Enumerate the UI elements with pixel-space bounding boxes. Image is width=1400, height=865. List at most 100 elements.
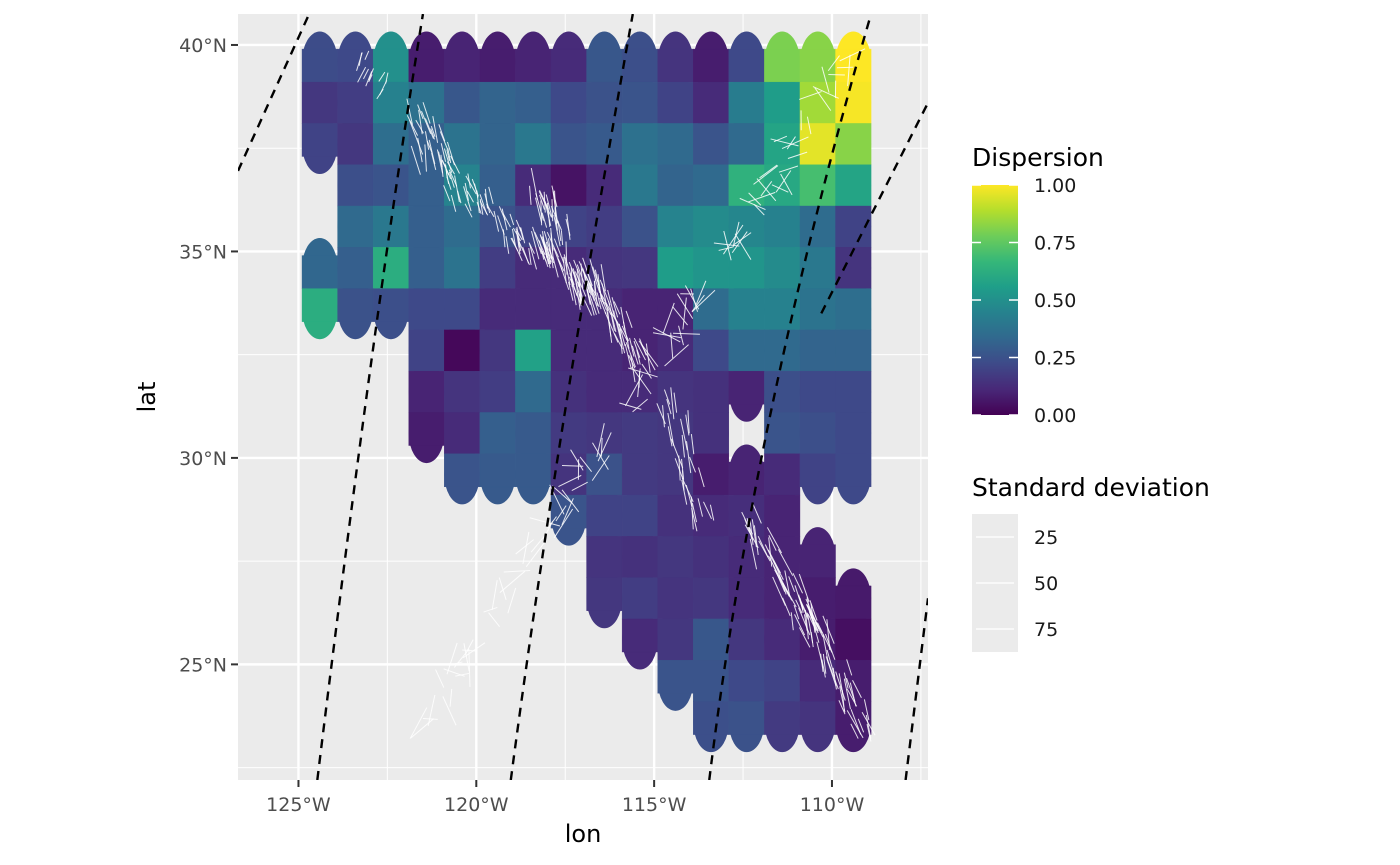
stress-segment — [512, 227, 522, 242]
stress-segment — [641, 363, 652, 379]
dispersion-cell-body — [550, 412, 587, 454]
dispersion-cell-body — [693, 247, 730, 289]
stress-segment — [488, 612, 500, 627]
stress-segment — [561, 465, 584, 467]
stress-segment — [507, 587, 517, 614]
dispersion-cell-body — [621, 453, 658, 496]
stress-segment — [560, 230, 564, 246]
dispersion-cell-body — [479, 123, 516, 165]
stress-segment — [816, 641, 824, 668]
stress-segment — [424, 118, 434, 139]
dispersion-cell-body — [337, 81, 374, 124]
dispersion-cell-body — [657, 247, 694, 289]
dispersion-cell-body — [408, 329, 445, 372]
stress-segment — [778, 165, 799, 173]
stress-segment — [431, 152, 437, 170]
stress-segment — [709, 504, 715, 521]
dispersion-cell-body — [728, 288, 765, 331]
stress-segment — [847, 54, 851, 87]
stress-segment — [462, 649, 478, 652]
dispersion-cell-body — [728, 660, 765, 702]
stress-segment — [454, 175, 460, 203]
stress-segment — [378, 71, 386, 82]
dispersion-cell-body — [586, 494, 623, 537]
stress-segment — [640, 343, 656, 371]
stress-segment — [444, 163, 450, 184]
stress-segment — [691, 508, 698, 532]
stress-segment — [759, 164, 778, 179]
stress-segment — [541, 212, 548, 228]
x-axis: 125°W 120°W 115°W 110°W — [266, 780, 864, 816]
stress-segment — [846, 710, 864, 739]
dispersion-cell-body — [337, 164, 374, 207]
stress-segment — [680, 418, 688, 451]
stress-segment — [787, 151, 808, 159]
stress-segment — [753, 165, 779, 185]
dispersion-cell-body — [586, 577, 623, 611]
stress-segment — [766, 527, 783, 554]
y-axis-title: lat — [133, 382, 161, 413]
colorbar-label: 0.75 — [1034, 233, 1076, 255]
stress-segment — [838, 700, 846, 715]
dispersion-cell-body — [728, 247, 765, 289]
stress-segment — [528, 248, 532, 265]
dispersion-cell-body — [479, 164, 516, 207]
stress-segment — [464, 182, 469, 201]
stress-segment — [619, 328, 626, 347]
dispersion-cell-body — [444, 247, 481, 289]
stress-segment — [812, 86, 839, 99]
stress-segment — [462, 642, 486, 659]
dispersion-cell-body — [621, 536, 658, 578]
stress-segment — [515, 219, 522, 232]
stress-segment — [483, 606, 498, 613]
stress-segment — [424, 144, 427, 172]
stress-segment — [498, 206, 506, 221]
stress-segment — [505, 236, 510, 254]
dispersion-cell-body — [586, 453, 623, 496]
dispersion-cell-body — [586, 370, 623, 413]
stress-segment — [633, 337, 646, 361]
stress-segment — [406, 115, 419, 136]
dispersion-cell-body — [444, 123, 481, 165]
stress-segment — [376, 88, 384, 100]
dispersion-cell-body — [586, 205, 623, 248]
dispersion-cell-body — [479, 288, 516, 331]
dispersion-cell-body — [764, 81, 801, 124]
stress-segment — [599, 297, 607, 315]
stress-segment — [843, 672, 849, 689]
dispersion-cell-body — [835, 618, 872, 661]
stress-segment — [795, 599, 803, 614]
stress-segment — [810, 602, 816, 633]
dispersion-cell-body — [301, 81, 338, 124]
stress-segment — [563, 254, 575, 286]
stress-segment — [825, 656, 837, 687]
stress-segment — [610, 312, 615, 331]
stress-segment — [406, 98, 413, 125]
stress-segment — [448, 169, 458, 187]
y-tick-label: 40°N — [179, 35, 227, 57]
stress-segment — [417, 104, 424, 120]
stress-segment — [430, 128, 435, 140]
stress-segment — [522, 531, 530, 564]
stress-segment — [799, 91, 822, 100]
stress-segment — [673, 332, 700, 335]
stress-segment — [817, 622, 833, 653]
dispersion-cell-body — [408, 288, 445, 331]
stress-segment — [529, 243, 538, 270]
dispersion-cell-body — [621, 205, 658, 248]
dispersion-cell-body — [479, 370, 516, 413]
dispersion-cell-body — [301, 48, 338, 83]
y-tick-label: 25°N — [179, 654, 227, 676]
stress-segment — [839, 48, 866, 62]
stress-segment — [685, 414, 690, 436]
dispersion-cell-body — [799, 453, 836, 488]
stress-segment — [756, 178, 777, 202]
stress-segment — [491, 580, 498, 610]
y-tick-label: 35°N — [179, 241, 227, 263]
stress-segment — [547, 516, 557, 529]
stress-segment — [580, 263, 584, 289]
stress-segment — [752, 502, 762, 524]
stress-segment — [534, 232, 546, 255]
stress-segment — [613, 310, 622, 340]
stress-segment — [568, 281, 574, 301]
